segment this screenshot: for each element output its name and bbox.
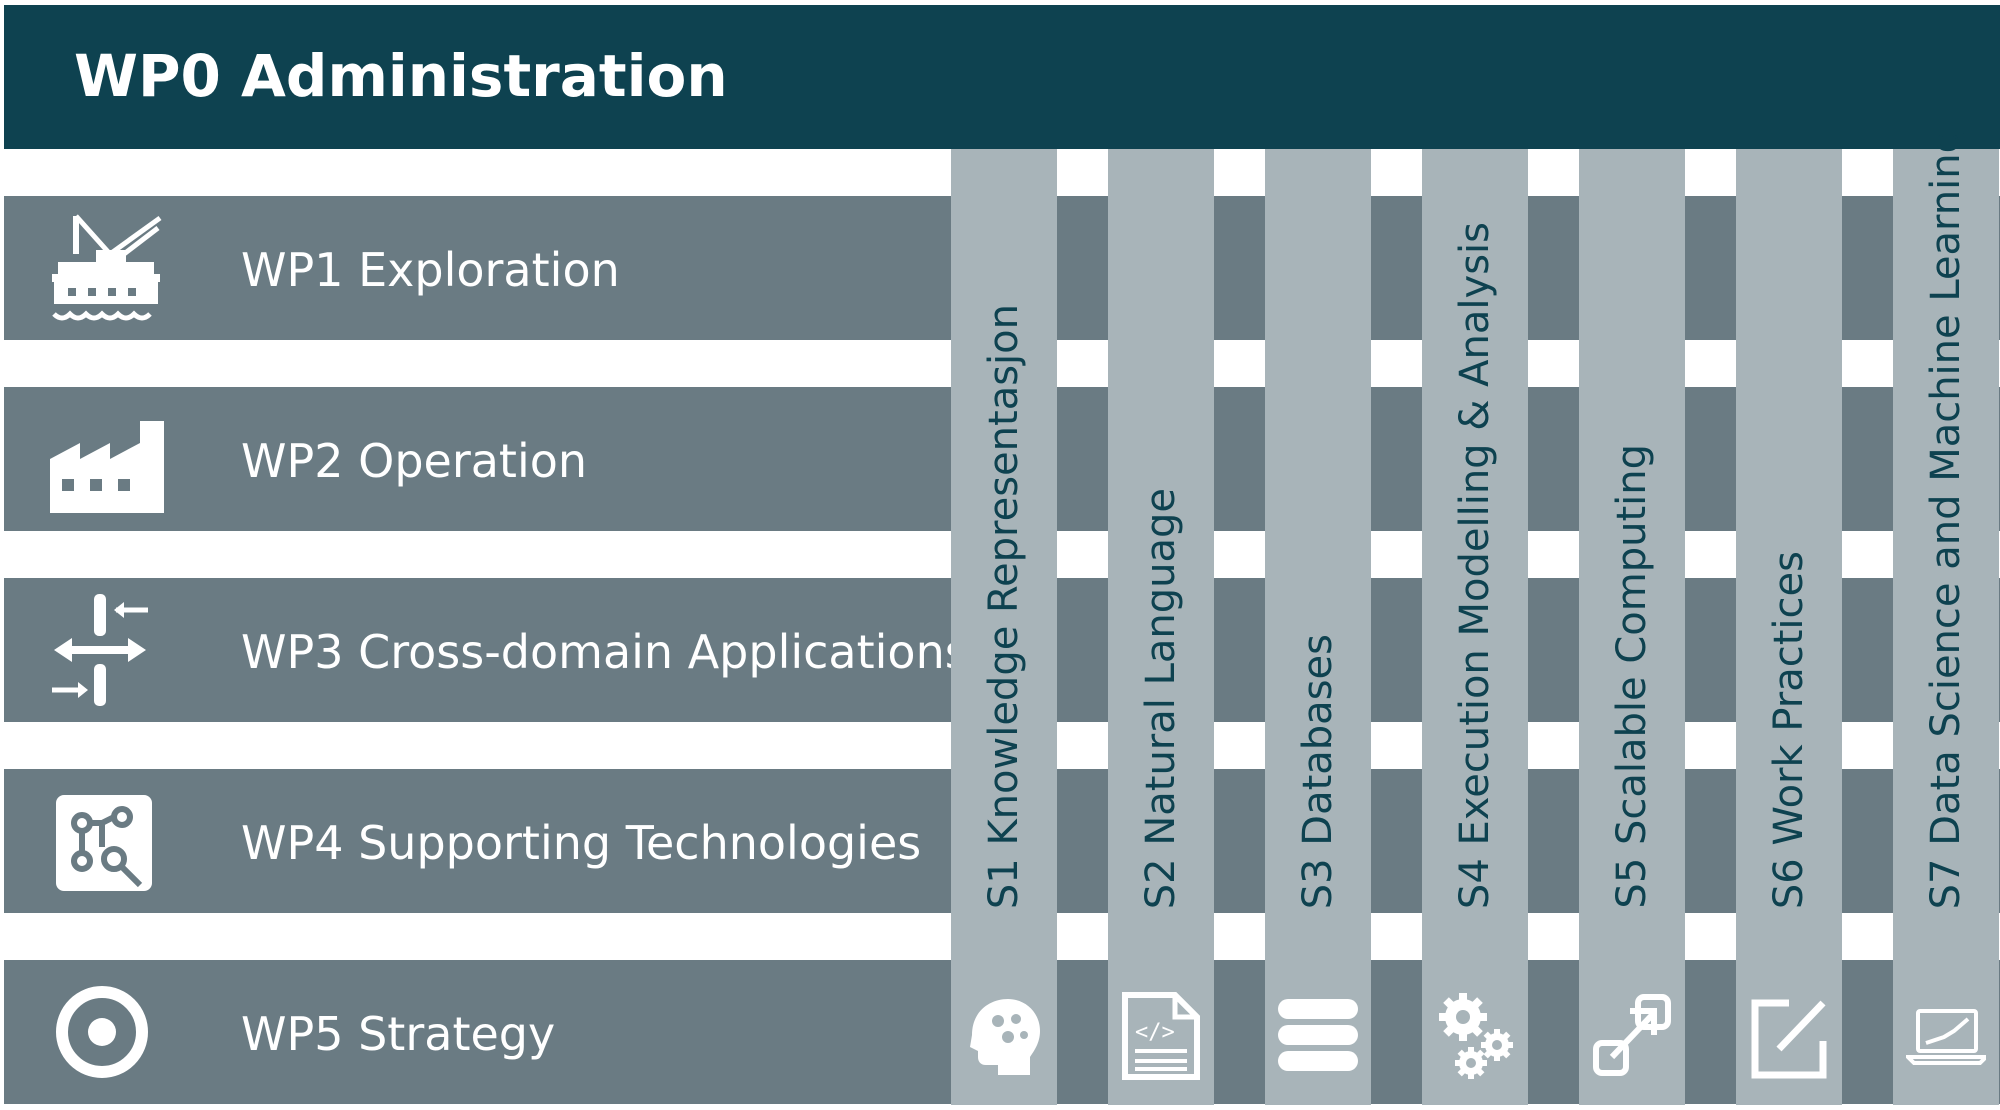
factory-icon: [48, 401, 164, 517]
subject-column-s3: S3 Databases: [1265, 149, 1371, 1105]
cross-arrows-icon: [48, 592, 164, 708]
subject-column-s1: S1 Knowledge Representasjon: [951, 149, 1057, 1105]
circuit-search-icon: [48, 783, 164, 899]
expand-arrow-icon: [1592, 991, 1672, 1081]
edit-square-icon: [1749, 991, 1829, 1081]
brain-gears-icon: [964, 991, 1044, 1081]
laptop-chart-icon: [1906, 991, 1986, 1081]
subject-column-s7: S7 Data Science and Machine Learning: [1893, 128, 1999, 1105]
header-bar: WP0 Administration: [4, 5, 2000, 149]
offshore-rig-icon: [48, 210, 164, 326]
wp-row-label: WP2 Operation: [241, 434, 588, 488]
subject-label: S2 Natural Language: [1138, 487, 1184, 909]
subject-label: S7 Data Science and Machine Learning: [1923, 127, 1969, 909]
gears-icon: [1435, 991, 1515, 1081]
subject-column-s5: S5 Scalable Computing: [1579, 149, 1685, 1105]
wp-row-label: WP4 Supporting Technologies: [241, 816, 922, 870]
database-icon: [1278, 991, 1358, 1081]
target-icon: [48, 974, 164, 1090]
subject-column-s4: S4 Execution Modelling & Analysis: [1422, 149, 1528, 1105]
subject-label: S1 Knowledge Representasjon: [981, 303, 1027, 909]
wp-row-label: WP1 Exploration: [241, 243, 620, 297]
header-title: WP0 Administration: [74, 42, 728, 110]
svg-text:</>: </>: [1135, 1020, 1175, 1045]
subject-column-s2: S2 Natural Language </>: [1108, 149, 1214, 1105]
subject-label: S6 Work Practices: [1766, 550, 1812, 909]
subject-label: S5 Scalable Computing: [1609, 444, 1655, 909]
wp-row-label: WP5 Strategy: [241, 1007, 556, 1061]
wp-row-label: WP3 Cross-domain Applications: [241, 625, 969, 679]
subject-label: S4 Execution Modelling & Analysis: [1452, 221, 1498, 909]
code-document-icon: </>: [1121, 991, 1201, 1081]
subject-label: S3 Databases: [1295, 633, 1341, 909]
subject-column-s6: S6 Work Practices: [1736, 149, 1842, 1105]
